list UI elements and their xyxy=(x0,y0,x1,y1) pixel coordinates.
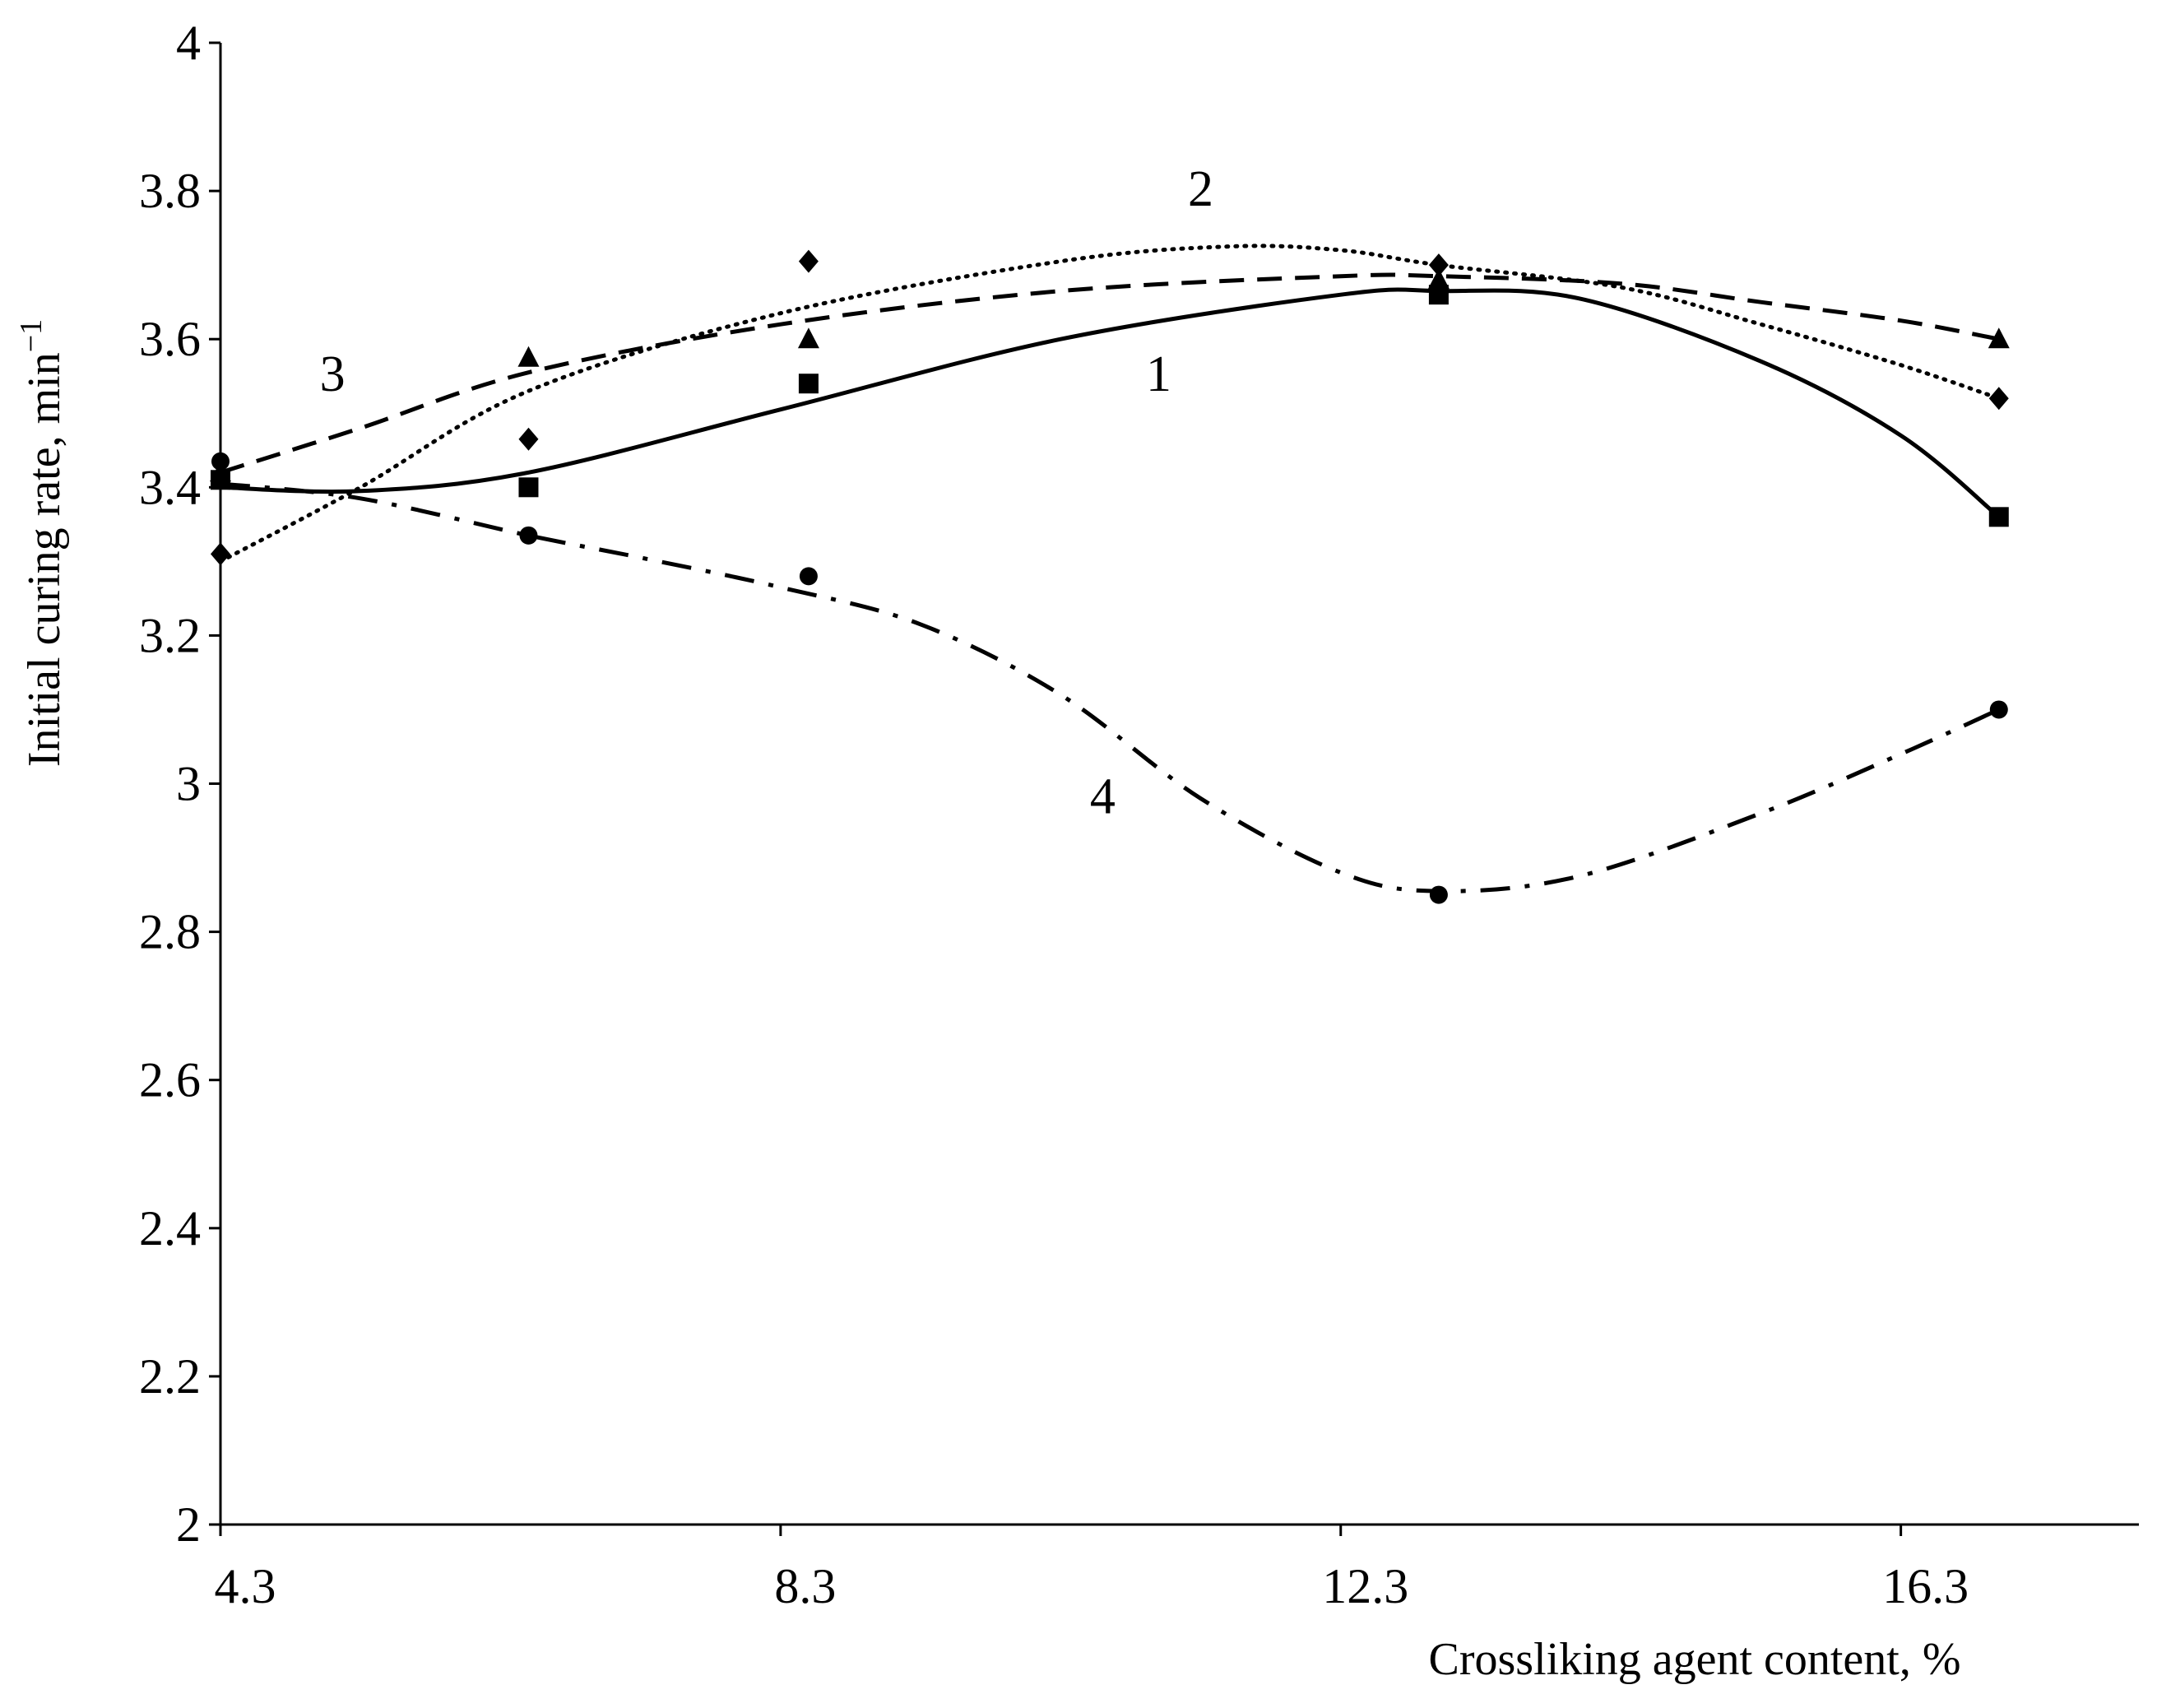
y-tick-label: 2.8 xyxy=(139,905,201,959)
fit-curve-4 xyxy=(220,481,2000,893)
y-axis-title-main: Initial curing rate, min xyxy=(19,352,70,767)
curve-label-1: 1 xyxy=(1146,346,1171,402)
curve-label-3: 3 xyxy=(320,346,346,402)
data-point-square xyxy=(798,374,819,394)
y-axis-title-superscript: −1 xyxy=(14,319,49,352)
y-tick-label: 3.8 xyxy=(139,164,201,218)
x-ticks: 4.3 8.3 12.3 16.3 xyxy=(215,1525,1969,1613)
y-tick-label: 2.4 xyxy=(139,1201,201,1255)
y-tick-label: 3.2 xyxy=(139,608,201,662)
x-tick-label: 16.3 xyxy=(1882,1559,1969,1613)
data-point-circle xyxy=(1989,700,2008,719)
y-tick-label: 3.4 xyxy=(139,460,201,514)
data-point-triangle xyxy=(1988,327,2010,349)
data-point-diamond xyxy=(211,542,230,566)
x-tick-label: 8.3 xyxy=(774,1559,836,1613)
data-markers xyxy=(210,249,2010,904)
data-point-diamond xyxy=(798,249,819,273)
data-point-diamond xyxy=(1988,387,2009,411)
fit-curve-3 xyxy=(220,272,2000,475)
x-axis-title: Crossliking agent content, % xyxy=(1428,1634,1960,1685)
data-point-triangle xyxy=(210,461,231,482)
data-point-circle xyxy=(211,452,230,471)
data-point-circle xyxy=(1429,885,1448,904)
y-tick-label: 2.6 xyxy=(139,1053,201,1107)
data-point-diamond xyxy=(1428,253,1449,277)
y-tick-label: 2 xyxy=(176,1497,201,1552)
curve-label-2: 2 xyxy=(1188,161,1213,217)
curve-label-4: 4 xyxy=(1090,769,1116,825)
fit-curve-1 xyxy=(220,287,2001,519)
curve-labels: 1 2 3 4 xyxy=(320,161,1213,824)
fit-curve-2 xyxy=(218,244,2002,564)
y-tick-label: 4 xyxy=(176,16,201,70)
y-ticks: 2 2.2 2.4 2.6 2.8 3 3.2 3.4 3.6 3.8 4 xyxy=(139,16,220,1552)
y-tick-label: 3.6 xyxy=(139,312,201,366)
axes xyxy=(219,43,2139,1526)
data-point-triangle xyxy=(1427,268,1450,290)
y-tick-label: 3 xyxy=(176,757,201,811)
y-axis-title: Initial curing rate, min−1 xyxy=(14,319,70,767)
data-point-diamond xyxy=(518,427,539,451)
data-point-circle xyxy=(799,567,818,586)
data-point-square xyxy=(518,477,539,498)
data-point-square xyxy=(1988,507,2009,527)
x-tick-label: 12.3 xyxy=(1322,1559,1408,1613)
fit-curves xyxy=(218,244,2002,893)
data-point-circle xyxy=(519,526,538,545)
x-tick-label: 4.3 xyxy=(215,1559,276,1613)
data-point-triangle xyxy=(797,327,819,349)
y-tick-label: 2.2 xyxy=(139,1349,201,1404)
data-point-triangle xyxy=(517,346,540,367)
